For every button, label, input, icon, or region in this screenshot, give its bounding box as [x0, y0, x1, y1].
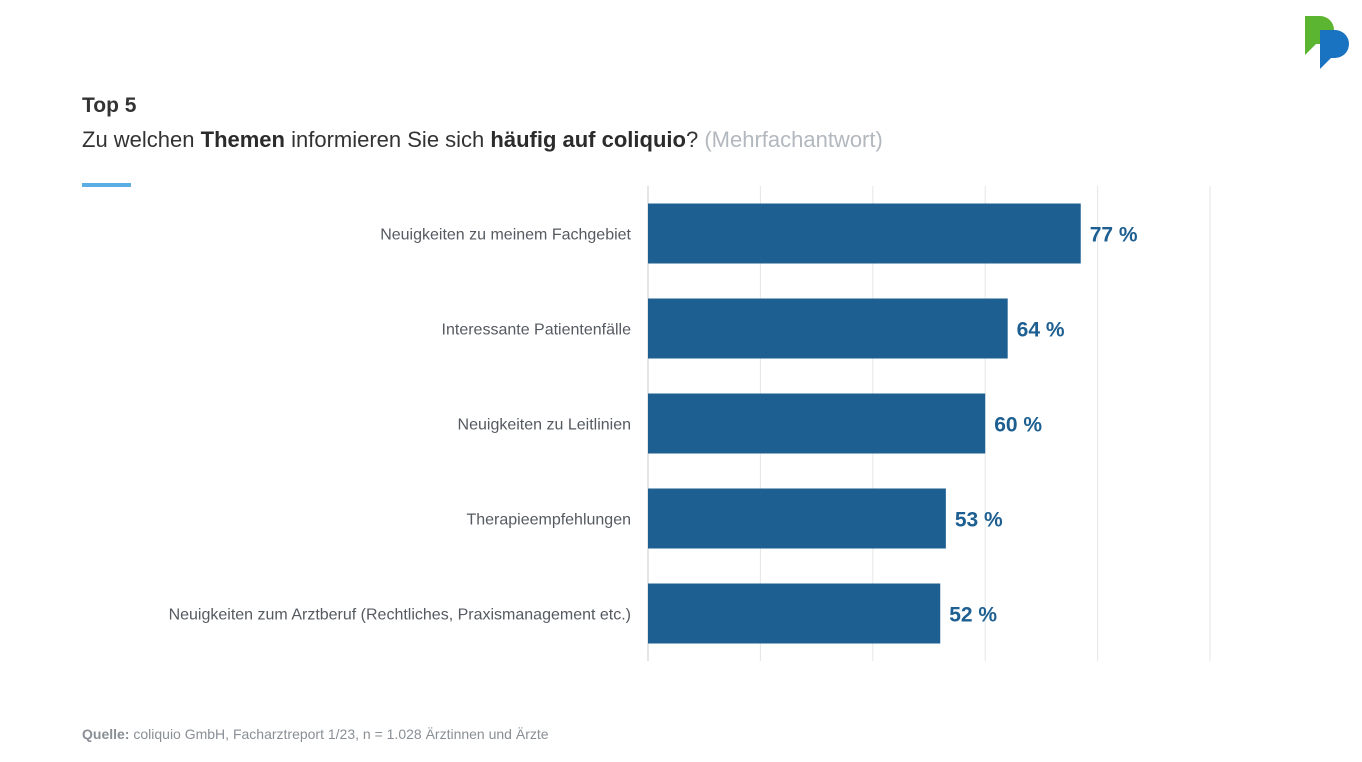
source-note: Quelle: coliquio GmbH, Facharztreport 1/…: [82, 726, 549, 742]
question-part: Zu welchen: [82, 127, 201, 152]
coliquio-logo-icon: [1305, 16, 1349, 69]
question-part: informieren Sie sich: [284, 127, 491, 152]
question-part: häufig auf coliquio: [490, 127, 686, 152]
category-label: Neuigkeiten zu meinem Fachgebiet: [380, 227, 631, 244]
question-part: Themen: [200, 127, 285, 152]
chart-question: Zu welchen Themen informieren Sie sich h…: [82, 127, 883, 153]
logo-blue-bubble: [1320, 30, 1349, 69]
source-label: Quelle:: [82, 726, 130, 742]
chart-kicker: Top 5: [82, 94, 137, 117]
accent-rule: [82, 183, 131, 187]
bar: [648, 393, 986, 454]
bar: [648, 488, 946, 549]
value-label: 60 %: [994, 414, 1042, 437]
value-label: 77 %: [1090, 224, 1138, 247]
question-text: Zu welchen Themen informieren Sie sich h…: [82, 127, 698, 152]
category-label: Interessante Patientenfälle: [442, 322, 632, 339]
bar: [648, 298, 1008, 359]
question-note: (Mehrfachantwort): [698, 127, 883, 152]
bar: [648, 583, 941, 644]
value-label: 64 %: [1017, 319, 1065, 342]
category-label: Neuigkeiten zu Leitlinien: [458, 417, 631, 434]
value-label: 52 %: [949, 604, 997, 627]
category-label: Therapieempfehlungen: [466, 512, 631, 529]
value-label: 53 %: [955, 509, 1003, 532]
bar: [648, 203, 1081, 264]
logo-green-leaf: [1305, 16, 1334, 55]
category-label: Neuigkeiten zum Arztberuf (Rechtliches, …: [169, 607, 631, 624]
question-part: ?: [685, 127, 699, 152]
source-text: coliquio GmbH, Facharztreport 1/23, n = …: [129, 726, 549, 742]
